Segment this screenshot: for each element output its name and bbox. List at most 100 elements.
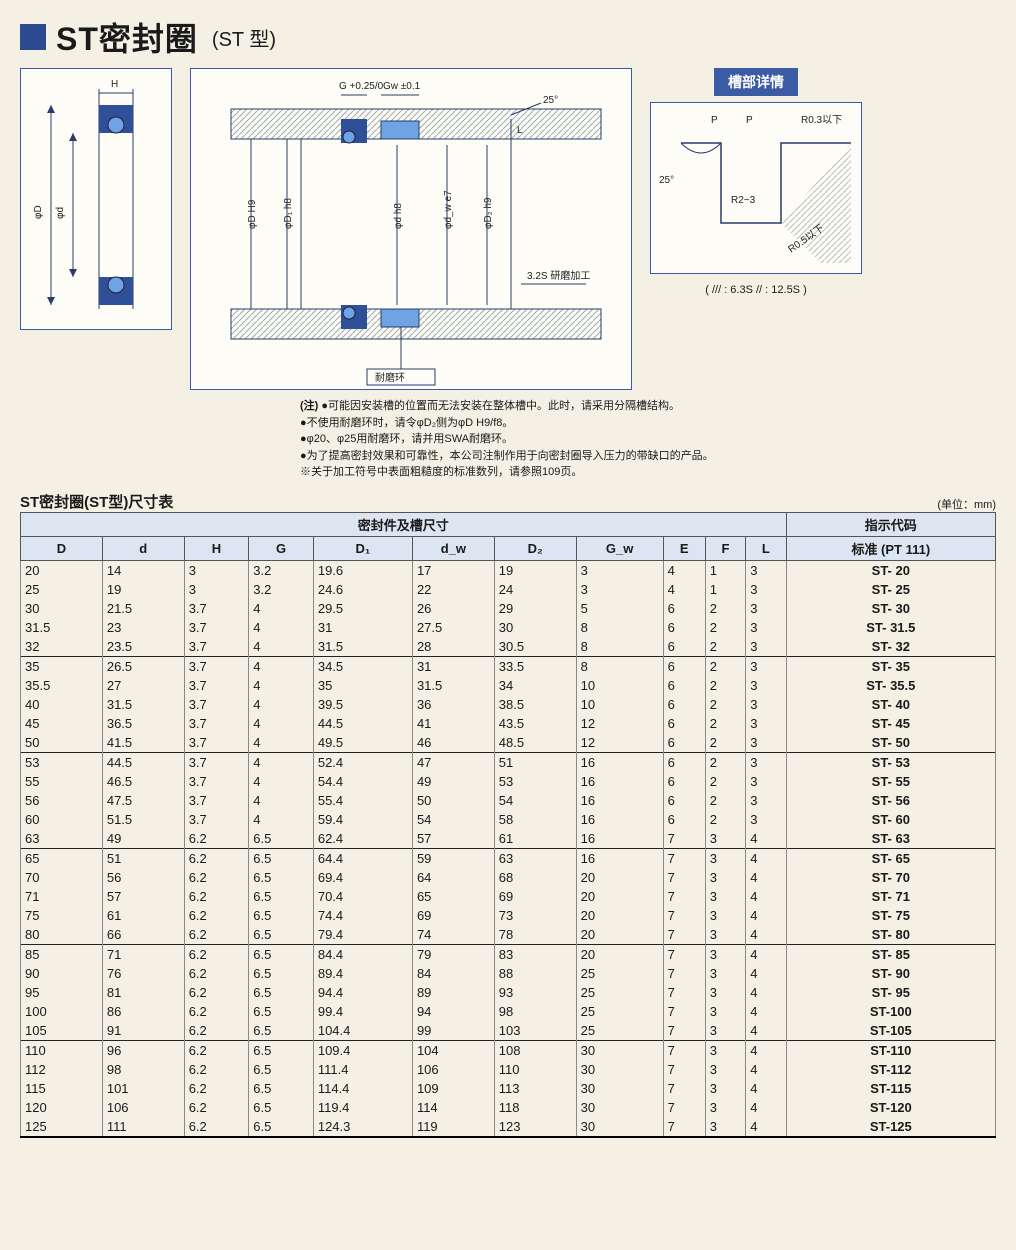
cell-H: 6.2 [184, 944, 249, 964]
label-machining: 3.2S 研磨加工 [527, 270, 590, 282]
cell-dw: 41 [412, 714, 494, 733]
label-phiD1-h8: φD₁ h8 [283, 198, 294, 229]
cell-code: ST-112 [786, 1060, 995, 1079]
cell-G: 6.5 [249, 829, 314, 849]
cell-D: 40 [21, 695, 103, 714]
cell-Gw: 30 [576, 1079, 663, 1098]
cell-code: ST- 50 [786, 733, 995, 753]
cell-L: 4 [746, 1117, 786, 1137]
cell-G: 6.5 [249, 1021, 314, 1041]
table-row: 100866.26.599.4949825734ST-100 [21, 1002, 996, 1021]
cell-Gw: 25 [576, 983, 663, 1002]
cell-H: 3.7 [184, 599, 249, 618]
cell-L: 3 [746, 791, 786, 810]
cell-H: 3.7 [184, 733, 249, 753]
cell-D2: 78 [494, 925, 576, 945]
cell-L: 4 [746, 1098, 786, 1117]
cell-H: 3.7 [184, 656, 249, 676]
cell-H: 6.2 [184, 906, 249, 925]
cell-H: 3 [184, 580, 249, 599]
cell-d: 14 [102, 560, 184, 580]
cell-d: 71 [102, 944, 184, 964]
cell-E: 7 [663, 1002, 705, 1021]
cell-code: ST- 25 [786, 580, 995, 599]
diagram-installation: G +0.25/0 Gw ±0.1 25° L φD H9 φD₁ h8 φd … [190, 68, 632, 390]
col-D2: D₂ [494, 536, 576, 560]
cell-d: 23 [102, 618, 184, 637]
cell-D: 70 [21, 868, 103, 887]
cell-Gw: 25 [576, 964, 663, 983]
cell-d: 41.5 [102, 733, 184, 753]
cell-L: 3 [746, 560, 786, 580]
cell-D: 110 [21, 1040, 103, 1060]
cell-D: 53 [21, 752, 103, 772]
cell-d: 81 [102, 983, 184, 1002]
cell-D2: 113 [494, 1079, 576, 1098]
cell-F: 2 [705, 676, 745, 695]
cell-code: ST-125 [786, 1117, 995, 1137]
cell-code: ST- 55 [786, 772, 995, 791]
notes-lead: (注) [300, 400, 318, 412]
cell-H: 6.2 [184, 1021, 249, 1041]
cell-dw: 59 [412, 848, 494, 868]
groove-angle: 25° [659, 175, 674, 186]
cell-L: 3 [746, 695, 786, 714]
col-E: E [663, 536, 705, 560]
cell-dw: 22 [412, 580, 494, 599]
cell-Gw: 8 [576, 618, 663, 637]
label-H: H [111, 79, 118, 90]
cell-L: 3 [746, 618, 786, 637]
cell-d: 96 [102, 1040, 184, 1060]
cell-E: 7 [663, 906, 705, 925]
label-wearring: 耐磨环 [375, 371, 405, 384]
label-phid-h8: φd h8 [393, 203, 404, 229]
cell-H: 6.2 [184, 868, 249, 887]
label-phid: φd [55, 207, 66, 219]
cell-D2: 38.5 [494, 695, 576, 714]
table-row: 1251116.26.5124.311912330734ST-125 [21, 1117, 996, 1137]
cell-F: 3 [705, 906, 745, 925]
cell-L: 4 [746, 906, 786, 925]
cell-code: ST- 30 [786, 599, 995, 618]
cell-L: 4 [746, 829, 786, 849]
cell-D: 31.5 [21, 618, 103, 637]
cell-Gw: 20 [576, 925, 663, 945]
table-row: 5041.53.7449.54648.512623ST- 50 [21, 733, 996, 753]
cell-Gw: 16 [576, 752, 663, 772]
note-2: ●φ20、φ25用耐磨环，请并用SWA耐磨环。 [300, 433, 513, 445]
header-columns: D d H G D₁ d_w D₂ G_w E F L 标准 (PT 111) [21, 536, 996, 560]
cell-Gw: 30 [576, 1040, 663, 1060]
cell-F: 3 [705, 829, 745, 849]
cell-L: 3 [746, 599, 786, 618]
cell-H: 6.2 [184, 848, 249, 868]
col-d: d [102, 536, 184, 560]
table-unit: (单位：mm) [937, 496, 996, 512]
cell-F: 1 [705, 560, 745, 580]
cell-D2: 30.5 [494, 637, 576, 657]
cell-F: 3 [705, 1098, 745, 1117]
cell-D: 95 [21, 983, 103, 1002]
table-row: 31.5233.743127.5308623ST- 31.5 [21, 618, 996, 637]
cell-D: 75 [21, 906, 103, 925]
table-body: 201433.219.617193413ST- 20251933.224.622… [21, 560, 996, 1137]
cell-D1: 29.5 [313, 599, 412, 618]
cell-F: 3 [705, 1021, 745, 1041]
cell-D1: 109.4 [313, 1040, 412, 1060]
cell-dw: 119 [412, 1117, 494, 1137]
cell-G: 3.2 [249, 560, 314, 580]
cell-Gw: 20 [576, 887, 663, 906]
cell-H: 6.2 [184, 887, 249, 906]
cell-code: ST- 80 [786, 925, 995, 945]
cell-L: 3 [746, 733, 786, 753]
cell-d: 56 [102, 868, 184, 887]
note-3: ●为了提高密封效果和可靠性，本公司注制作用于向密封圈导入压力的带缺口的产品。 [300, 450, 714, 462]
cell-L: 4 [746, 868, 786, 887]
cell-E: 4 [663, 560, 705, 580]
cell-D1: 39.5 [313, 695, 412, 714]
cell-E: 6 [663, 637, 705, 657]
label-phiD: φD [33, 205, 44, 219]
cell-F: 3 [705, 1040, 745, 1060]
cell-D: 105 [21, 1021, 103, 1041]
cell-dw: 28 [412, 637, 494, 657]
cell-dw: 54 [412, 810, 494, 829]
